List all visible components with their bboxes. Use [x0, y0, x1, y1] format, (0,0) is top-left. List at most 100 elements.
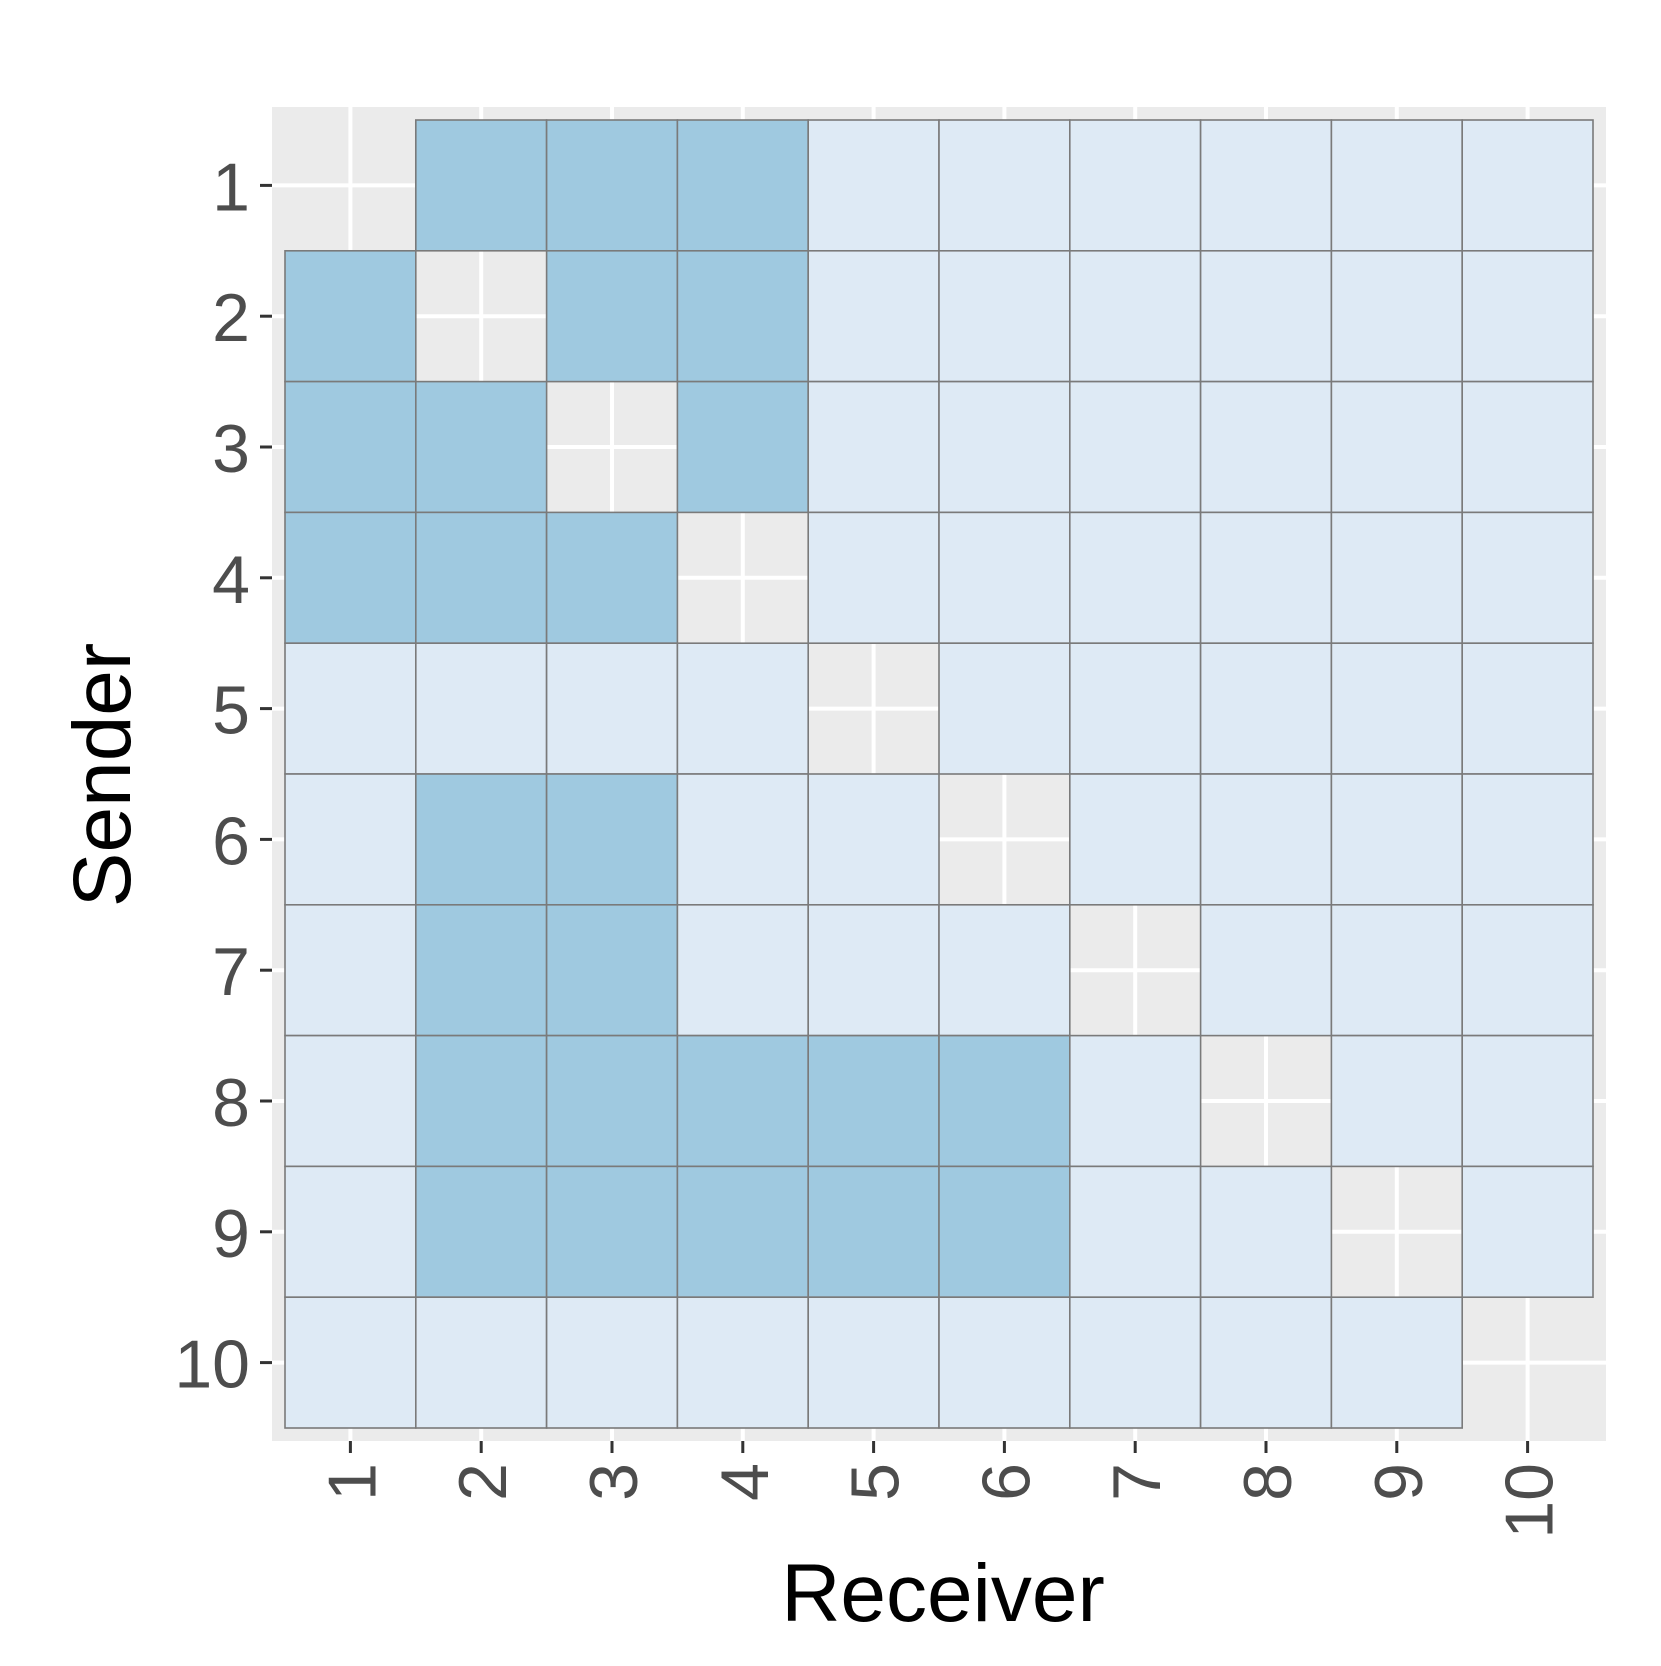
heatmap-tiles [284, 119, 1594, 1429]
x-tick-label: 4 [707, 1463, 783, 1501]
heatmap-tile [414, 380, 548, 514]
x-tick-label: 9 [1361, 1463, 1437, 1501]
heatmap-tile [1330, 380, 1464, 514]
y-tick-label: 8 [212, 1065, 250, 1141]
heatmap-tile [1461, 903, 1594, 1037]
heatmap-tile [1199, 250, 1333, 383]
heatmap-tile [545, 773, 679, 906]
heatmap-tile [414, 773, 548, 906]
x-axis: 1 2 3 4 5 6 7 8 9 10 [314, 1441, 1568, 1539]
y-tick-label: 4 [212, 542, 250, 618]
heatmap-tile [1461, 119, 1594, 252]
heatmap-tile [1330, 119, 1464, 252]
heatmap-tile [545, 1034, 679, 1168]
heatmap-tile [414, 1296, 548, 1429]
heatmap-tile [1199, 903, 1333, 1037]
x-tick-label: 10 [1492, 1463, 1568, 1539]
heatmap-tile [1199, 642, 1333, 775]
heatmap-tile [414, 1034, 548, 1168]
heatmap-tile [807, 1034, 940, 1168]
heatmap-tile [807, 250, 940, 383]
heatmap-tile [545, 511, 679, 645]
y-tick-label: 5 [212, 673, 250, 749]
heatmap-tile [807, 119, 940, 252]
heatmap-tile [1330, 773, 1464, 906]
heatmap-tile [284, 903, 417, 1037]
heatmap-tile [1461, 773, 1594, 906]
heatmap-tile [938, 1034, 1071, 1168]
heatmap-tile [545, 642, 679, 775]
heatmap-tile [1199, 773, 1333, 906]
heatmap-tile [284, 511, 417, 645]
heatmap-tile [1069, 1165, 1202, 1299]
heatmap-tile [1069, 1296, 1202, 1429]
heatmap-tile [1461, 1034, 1594, 1168]
heatmap-tile [414, 1165, 548, 1299]
heatmap-tile [545, 1296, 679, 1429]
heatmap-tile [545, 903, 679, 1037]
heatmap-tile [807, 1165, 940, 1299]
heatmap-tile [1330, 1296, 1464, 1429]
heatmap-tile [676, 1296, 810, 1429]
heatmap-tile [938, 380, 1071, 514]
heatmap-tile [676, 642, 810, 775]
heatmap-tile [676, 250, 810, 383]
heatmap-tile [1461, 511, 1594, 645]
heatmap-tile [938, 903, 1071, 1037]
heatmap-tile [807, 903, 940, 1037]
heatmap-tile [1461, 250, 1594, 383]
heatmap-tile [545, 1165, 679, 1299]
heatmap-tile [1330, 511, 1464, 645]
heatmap-tile [414, 642, 548, 775]
heatmap-tile [284, 250, 417, 383]
x-tick-label: 6 [968, 1463, 1044, 1501]
y-axis-title: Sender [57, 643, 148, 907]
heatmap-tile [1069, 642, 1202, 775]
heatmap-tile [284, 1165, 417, 1299]
heatmap-tile [1199, 511, 1333, 645]
heatmap-tile [1199, 1296, 1333, 1429]
heatmap-tile [807, 773, 940, 906]
x-axis-title: Receiver [781, 1548, 1105, 1639]
heatmap-tile [1330, 1034, 1464, 1168]
heatmap-tile [414, 119, 548, 252]
heatmap-tile [1069, 250, 1202, 383]
heatmap-tile [545, 119, 679, 252]
heatmap-tile [1330, 903, 1464, 1037]
heatmap-tile [938, 119, 1071, 252]
heatmap-tile [676, 773, 810, 906]
x-tick-label: 2 [445, 1463, 521, 1501]
heatmap-tile [545, 250, 679, 383]
y-tick-label: 2 [212, 280, 250, 356]
heatmap-tile [1199, 119, 1333, 252]
heatmap-tile [807, 380, 940, 514]
heatmap-tile [938, 1165, 1071, 1299]
y-tick-label: 7 [212, 934, 250, 1010]
heatmap-tile [807, 511, 940, 645]
heatmap-tile [284, 1296, 417, 1429]
x-tick-label: 5 [838, 1463, 914, 1501]
heatmap-tile [1461, 1165, 1594, 1299]
heatmap-tile [676, 903, 810, 1037]
y-tick-label: 10 [174, 1327, 250, 1403]
heatmap-tile [938, 1296, 1071, 1429]
heatmap-tile [938, 642, 1071, 775]
heatmap-tile [938, 511, 1071, 645]
x-tick-label: 3 [576, 1463, 652, 1501]
heatmap-tile [284, 1034, 417, 1168]
heatmap-tile [1461, 642, 1594, 775]
heatmap-tile [414, 903, 548, 1037]
heatmap-tile [676, 1034, 810, 1168]
heatmap-tile [1461, 380, 1594, 514]
heatmap-tile [1069, 119, 1202, 252]
heatmap-tile [1199, 1165, 1333, 1299]
heatmap-tile [1069, 1034, 1202, 1168]
heatmap-tile [1330, 250, 1464, 383]
heatmap-tile [284, 773, 417, 906]
heatmap-tile [676, 119, 810, 252]
heatmap-tile [1069, 380, 1202, 514]
y-tick-label: 3 [212, 411, 250, 487]
heatmap-tile [938, 250, 1071, 383]
